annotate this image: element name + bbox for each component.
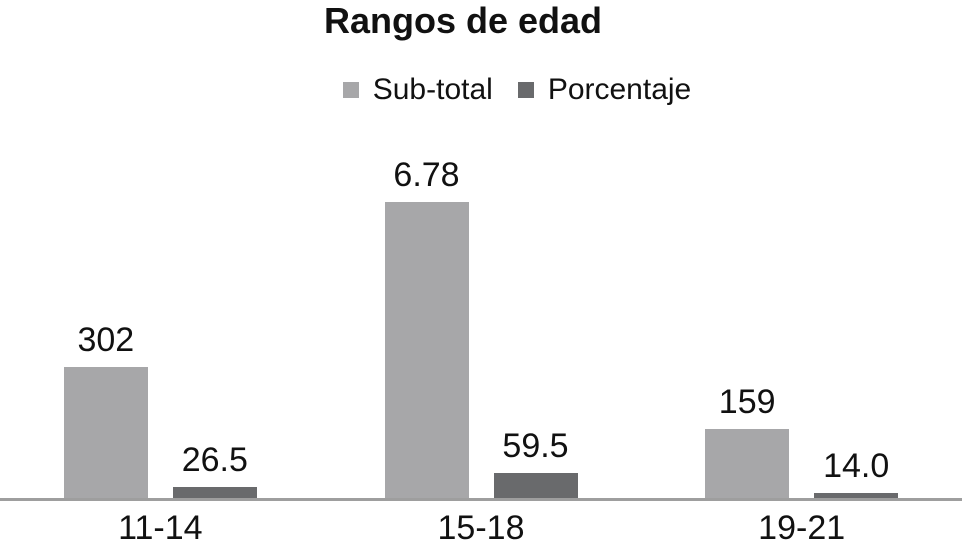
chart-title: Rangos de edad: [323, 0, 603, 41]
bar-sub-total-15-18: [384, 202, 469, 499]
legend-swatch-porcentaje: [517, 82, 534, 98]
bar-sub-total-11-14: [63, 367, 148, 499]
legend-item-sub-total: Sub-total: [342, 73, 493, 107]
x-axis-line: [0, 498, 962, 501]
legend-label-porcentaje: Porcentaje: [547, 73, 692, 106]
bar-value-label-porcentaje-15-18: 59.5: [502, 427, 569, 465]
category-label-11-14: 11-14: [118, 509, 203, 547]
bar-value-label-sub-total-15-18: 6.78: [393, 156, 460, 194]
category-label-15-18: 15-18: [437, 509, 525, 547]
bar-value-label-porcentaje-19-21: 14.0: [823, 447, 890, 485]
legend-label-sub-total: Sub-total: [372, 73, 493, 106]
chart-legend: Sub-total Porcentaje: [36, 72, 962, 108]
bar-porcentaje-11-14: [172, 487, 257, 499]
category-label-19-21: 19-21: [758, 509, 846, 547]
legend-item-porcentaje: Porcentaje: [517, 73, 692, 107]
bar-value-label-sub-total-19-21: 159: [718, 383, 776, 421]
bar-sub-total-19-21: [705, 429, 790, 499]
bar-porcentaje-15-18: [493, 473, 578, 499]
bar-value-label-porcentaje-11-14: 26.5: [181, 441, 248, 479]
legend-swatch-sub-total: [342, 82, 359, 98]
bar-value-label-sub-total-11-14: 302: [77, 321, 135, 359]
bar-porcentaje-19-21: [814, 493, 899, 499]
